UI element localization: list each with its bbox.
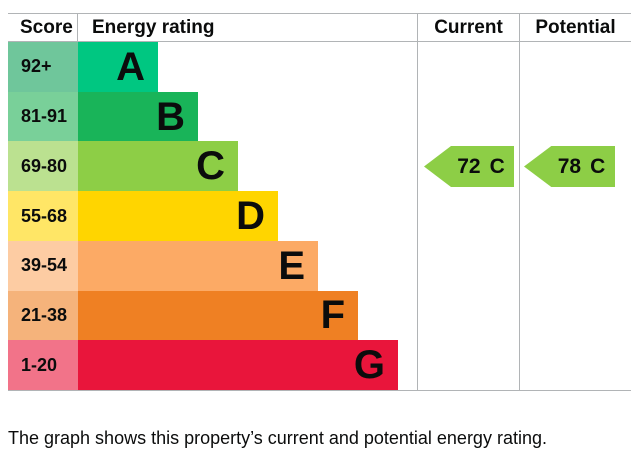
header-potential: Potential <box>519 14 631 41</box>
band-bar-f: F <box>78 290 358 341</box>
band-letter-f: F <box>320 293 345 338</box>
band-bar-d: D <box>78 191 278 241</box>
current-rating-band: C <box>489 154 505 178</box>
potential-rating-value: 78 <box>557 154 582 178</box>
band-letter-e: E <box>278 243 305 288</box>
band-letter-g: G <box>353 343 385 388</box>
score-cell-b: 81-91 <box>8 91 78 142</box>
table-header-row: Score Energy rating Current Potential <box>8 14 631 42</box>
score-cell-d: 55-68 <box>8 191 78 241</box>
band-letter-c: C <box>196 144 225 189</box>
epc-table: Score Energy rating Current Potential 92… <box>8 13 631 391</box>
header-energy-rating: Energy rating <box>92 16 215 38</box>
band-letter-a: A <box>116 44 145 89</box>
band-bar-e: E <box>78 240 318 291</box>
potential-rating-band: C <box>590 154 606 178</box>
potential-rating-arrow: 78 C <box>524 146 615 187</box>
current-rating-arrow: 72 C <box>424 146 514 187</box>
band-row-d: 55-68 D <box>8 191 417 241</box>
table-body: 92+ A 81-91 B 69-80 C <box>8 42 631 391</box>
band-row-e: 39-54 E <box>8 240 417 291</box>
band-bar-b: B <box>78 91 198 142</box>
band-letter-b: B <box>156 94 185 139</box>
header-score: Score <box>8 14 78 41</box>
band-row-c: 69-80 C <box>8 141 417 192</box>
band-row-f: 21-38 F <box>8 290 417 341</box>
band-bar-g: G <box>78 340 398 391</box>
current-rating-value: 72 <box>457 154 481 178</box>
score-cell-c: 69-80 <box>8 141 78 192</box>
band-letter-d: D <box>236 194 265 239</box>
band-bar-a: A <box>78 42 158 92</box>
band-row-a: 92+ A <box>8 42 417 92</box>
band-row-g: 1-20 G <box>8 340 417 391</box>
header-current: Current <box>417 14 519 41</box>
potential-column: 78 C <box>519 42 631 390</box>
score-cell-g: 1-20 <box>8 340 78 391</box>
band-bar-c: C <box>78 141 238 192</box>
band-row-b: 81-91 B <box>8 91 417 142</box>
score-cell-e: 39-54 <box>8 240 78 291</box>
chart-caption: The graph shows this property’s current … <box>8 428 547 448</box>
score-cell-a: 92+ <box>8 42 78 92</box>
current-column: 72 C <box>417 42 519 390</box>
rating-bands-area: 92+ A 81-91 B 69-80 C <box>8 42 417 391</box>
score-cell-f: 21-38 <box>8 290 78 341</box>
